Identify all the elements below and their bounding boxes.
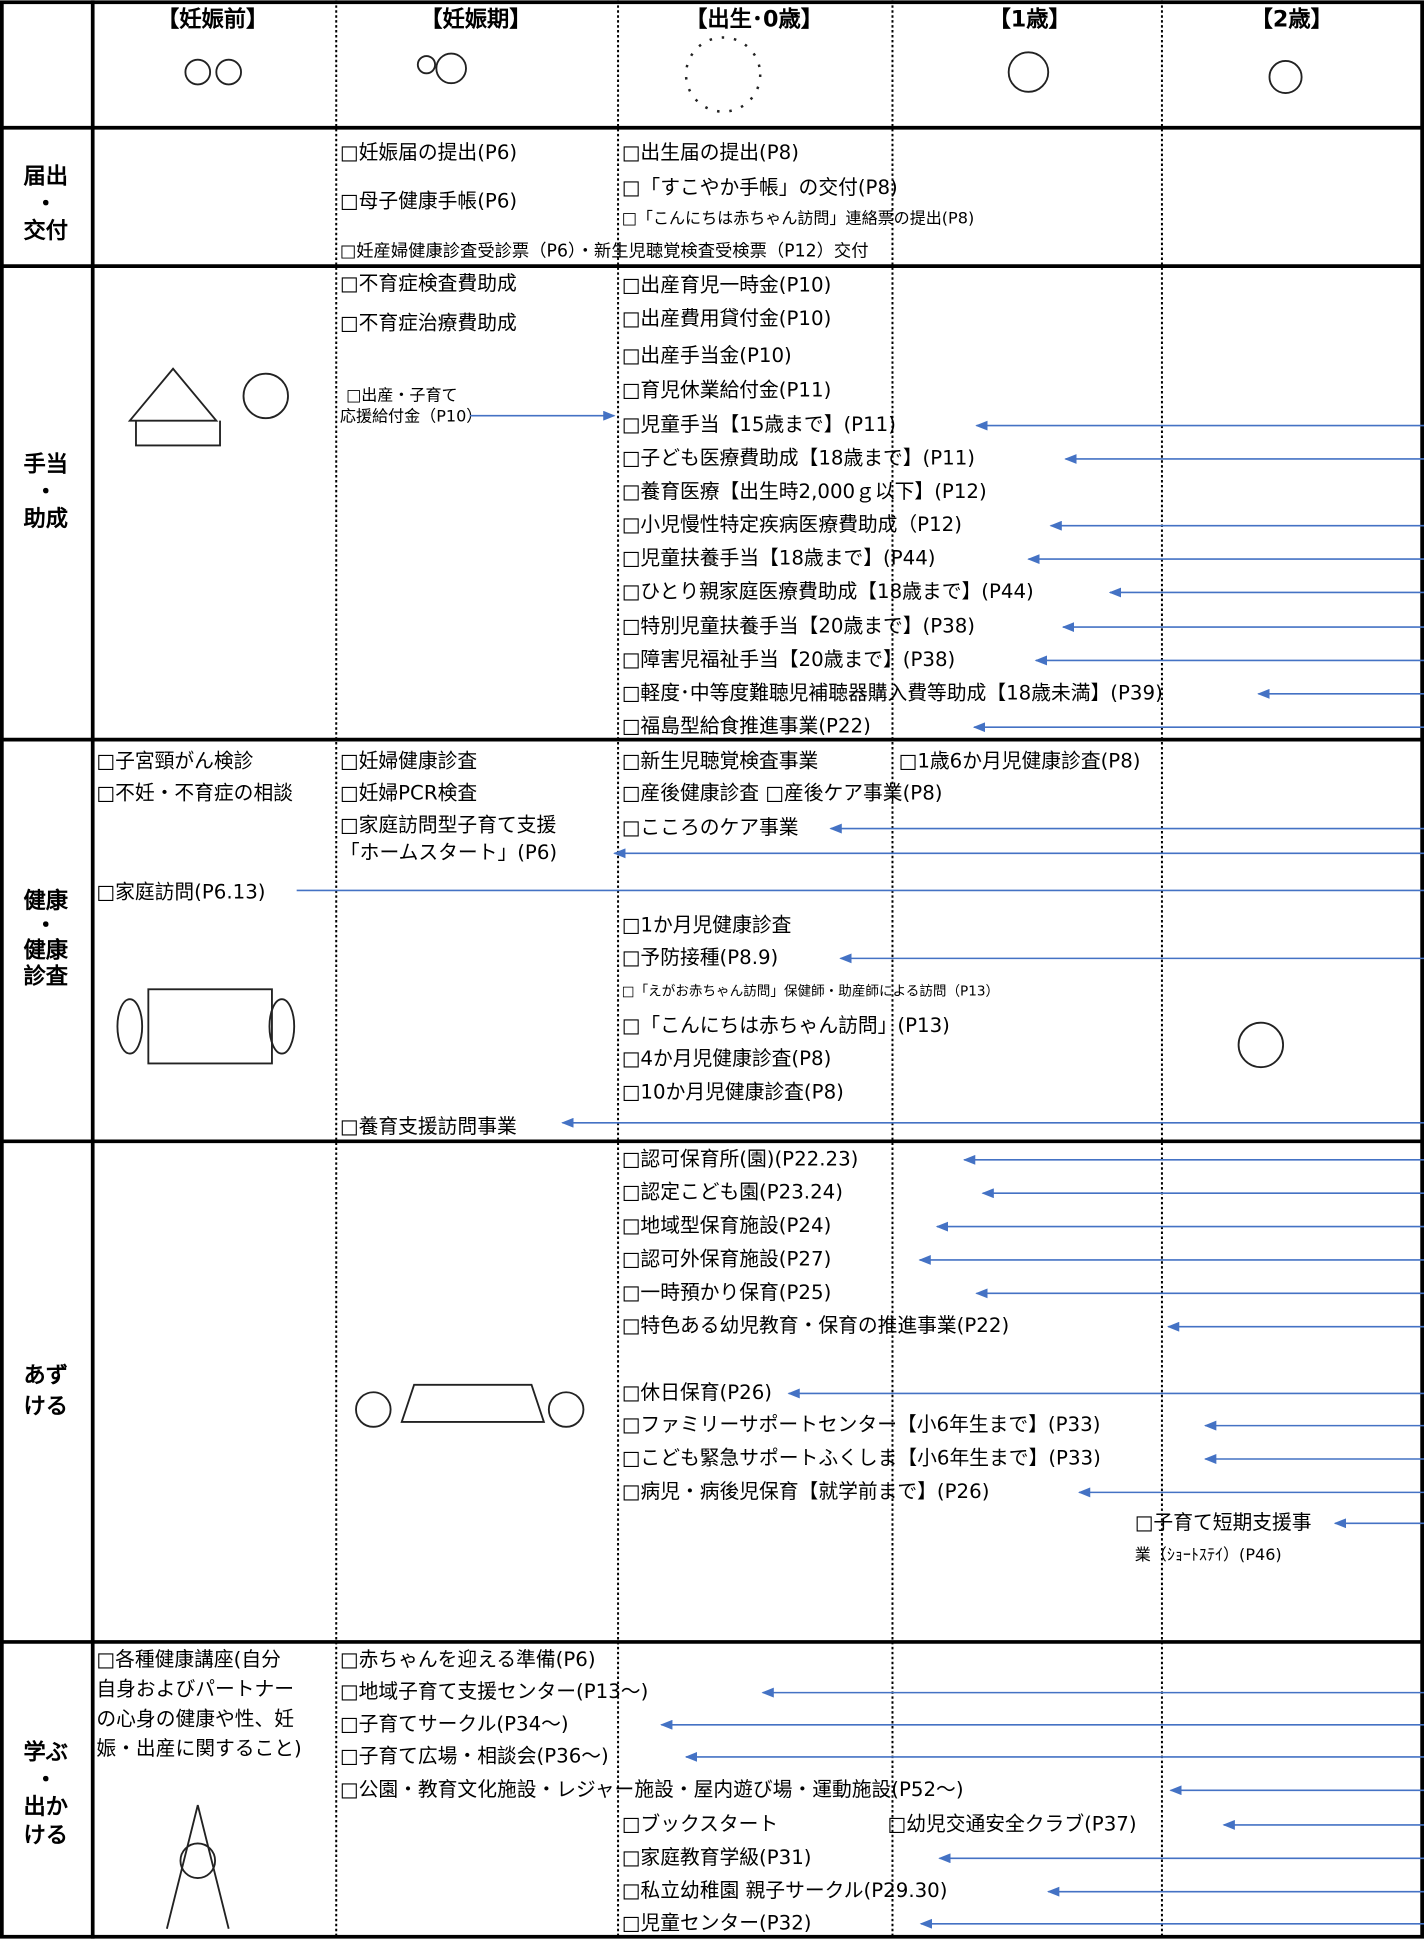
checklist-item: □出産費用貸付金(P10) xyxy=(622,307,832,330)
checklist-item: □家庭教育学級(P31) xyxy=(622,1846,812,1869)
checklist-item: □妊婦PCR検査 xyxy=(340,781,477,804)
checklist-item: □10か月児健康診査(P8) xyxy=(622,1081,844,1104)
checklist-item: □「こんにちは赤ちゃん訪問」(P13) xyxy=(622,1014,950,1037)
illustrations xyxy=(116,36,1303,1929)
checklist-item: □地域型保育施設(P24) xyxy=(622,1214,832,1237)
row-label: 手当 xyxy=(23,452,68,478)
checklist-item: □こども緊急サポートふくしま【小6年生まで】(P33) xyxy=(622,1447,1101,1470)
checklist-item: □1歳6か月児健康診査(P8) xyxy=(899,749,1141,772)
checklist-item: □子ども医療費助成【18歳まで】(P11) xyxy=(622,446,975,469)
row-label: ける xyxy=(23,1394,68,1420)
checklist-item: □養育医療【出生時2,000ｇ以下】(P12) xyxy=(622,480,987,503)
checklist-item: □病児・病後児保育【就学前まで】(P26) xyxy=(622,1480,990,1503)
column-header: 【1歳】 xyxy=(989,7,1071,33)
row-label: 学ぶ xyxy=(23,1739,68,1766)
checklist-item: □ファミリーサポートセンター【小6年生まで】(P33) xyxy=(622,1413,1101,1436)
checklist-item: □一時預かり保育(P25) xyxy=(622,1281,832,1304)
row-label: ける xyxy=(23,1823,68,1849)
checklist-item: □家庭訪問(P6.13) xyxy=(96,880,265,903)
checklist-item: □子育て短期支援事 xyxy=(1135,1511,1312,1534)
checklist-item: 娠・出産に関すること) xyxy=(96,1737,301,1760)
checklist-item: □妊産婦健康診査受診票（P6）・新生児聴覚検査受検票（P12）交付 xyxy=(340,241,869,261)
checklist-item: □特色ある幼児教育・保育の推進事業(P22) xyxy=(622,1314,1009,1337)
checklist-item: □妊娠届の提出(P6) xyxy=(340,141,517,164)
checklist-item: □「すこやか手帳」の交付(P8) xyxy=(622,176,898,199)
checklist-item: □軽度･中等度難聴児補聴器購入費等助成【18歳未満】(P39) xyxy=(622,681,1163,704)
checklist-item: □小児慢性特定疾病医療費助成（P12) xyxy=(622,513,962,536)
checklist-item: 自身およびパートナー xyxy=(96,1678,294,1701)
checklist-item: □養育支援訪問事業 xyxy=(340,1115,517,1138)
checklist-item: □子育てサークル(P34～) xyxy=(340,1712,569,1735)
checklist-item: □4か月児健康診査(P8) xyxy=(622,1047,832,1070)
row-label: ・ xyxy=(35,191,57,217)
checklist-item: □児童扶養手当【18歳まで】(P44) xyxy=(622,547,936,570)
row-label: ・ xyxy=(35,913,57,939)
checklist-item: □認可保育所(園)(P22.23) xyxy=(622,1147,859,1170)
row-label: ・ xyxy=(35,1767,57,1793)
checklist-item: □認可外保育施設(P27) xyxy=(622,1247,832,1270)
checklist-item: □新生児聴覚検査事業 xyxy=(622,749,819,772)
checklist-item: □福島型給食推進事業(P22) xyxy=(622,715,871,738)
checklist-item: □地域子育て支援センター(P13～) xyxy=(340,1680,648,1703)
row-label: 健康 xyxy=(23,936,68,963)
checklist-item: □幼児交通安全クラブ(P37) xyxy=(888,1812,1137,1835)
checklist-item: □子宮頸がん検診 xyxy=(96,749,253,772)
row-label: ・ xyxy=(35,479,57,505)
checklist-item: □出産育児一時金(P10) xyxy=(622,273,832,296)
checklist-item: □予防接種(P8.9) xyxy=(622,946,779,969)
checklist-item: □母子健康手帳(P6) xyxy=(340,189,517,212)
checklist-item: □不育症治療費助成 xyxy=(340,312,517,335)
checklist-item: □各種健康講座(自分 xyxy=(96,1648,281,1671)
row-label: 健康 xyxy=(23,887,68,914)
column-header: 【2歳】 xyxy=(1251,7,1333,33)
column-header: 【出生･0歳】 xyxy=(685,7,823,33)
checklist-item: □公園・教育文化施設・レジャー施設・屋内遊び場・運動施設(P52～) xyxy=(340,1778,964,1801)
checklist-item: □育児休業給付金(P11) xyxy=(622,379,832,402)
row-label: 助成 xyxy=(23,505,68,532)
row-label: 診査 xyxy=(23,962,68,989)
checklist-item: □不育症検査費助成 xyxy=(340,272,517,295)
checklist-item: □認定こども園(P23.24) xyxy=(622,1181,843,1204)
checklist-item: □障害児福祉手当【20歳まで】(P38) xyxy=(622,648,956,671)
checklist-item: □妊婦健康診査 xyxy=(340,749,478,772)
row-label: 届出 xyxy=(23,164,68,190)
row-label: 交付 xyxy=(23,217,68,244)
checklist-item: □出産・子育て xyxy=(346,385,457,404)
checklist-item: □「こんにちは赤ちゃん訪問」連絡票の提出(P8) xyxy=(622,209,974,228)
checklist-item: □出産手当金(P10) xyxy=(622,344,792,367)
checklist-item: □特別児童扶養手当【20歳まで】(P38) xyxy=(622,615,975,638)
checklist-item: □「えがお赤ちゃん訪問」保健師・助産師による訪問（P13） xyxy=(622,984,999,1000)
checklist-item: □1か月児健康診査 xyxy=(622,914,792,937)
checklist-item: 応援給付金（P10） xyxy=(340,406,482,425)
checklist-item: □不妊・不育症の相談 xyxy=(96,781,293,804)
checklist-item: □こころのケア事業 xyxy=(622,816,799,839)
checklist-item: □ひとり親家庭医療費助成【18歳まで】(P44) xyxy=(622,580,1034,603)
checklist-item: □私立幼稚園 親子サークル(P29.30) xyxy=(622,1879,948,1902)
checklist-item: □子育て広場・相談会(P36～) xyxy=(340,1744,609,1767)
checklist-item: 「ホームスタート」(P6) xyxy=(340,841,557,864)
column-header: 【妊娠前】 xyxy=(157,6,268,33)
checklist-item: □出生届の提出(P8) xyxy=(622,141,799,164)
checklist-item: □産後健康診査 □産後ケア事業(P8) xyxy=(622,781,943,804)
checklist-item: □児童センター(P32) xyxy=(622,1911,812,1934)
row-label: 出か xyxy=(23,1794,68,1820)
row-label: あず xyxy=(23,1363,68,1389)
checklist-item: の心身の健康や性、妊 xyxy=(96,1707,294,1730)
column-header: 【妊娠期】 xyxy=(420,7,531,33)
checklist-item: □児童手当【15歳まで】(P11) xyxy=(622,413,896,436)
checklist-item: 業（ｼｮｰﾄｽﾃｲ）(P46) xyxy=(1135,1545,1282,1564)
checklist-item: □ブックスタート xyxy=(622,1812,778,1835)
checklist-item: □赤ちゃんを迎える準備(P6) xyxy=(340,1648,596,1671)
checklist-item: □休日保育(P26) xyxy=(622,1381,772,1404)
checklist-item: □家庭訪問型子育て支援 xyxy=(340,814,557,837)
